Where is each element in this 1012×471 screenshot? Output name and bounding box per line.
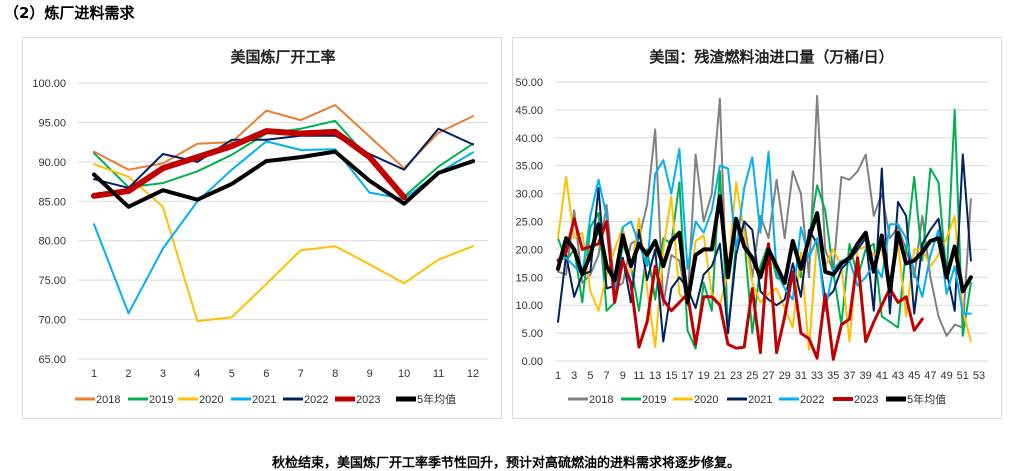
x-tick-label: 49 xyxy=(940,370,952,382)
legend-label: 2020 xyxy=(199,394,223,406)
x-tick-label: 2 xyxy=(125,368,131,380)
x-tick-label: 31 xyxy=(795,370,807,382)
x-tick-label: 3 xyxy=(160,368,166,380)
fuel-oil-import-chart: 美国：残渣燃料油进口量（万桶/日） 0.00 5.00 10.00 15.00 20.00… xyxy=(512,37,1002,419)
series-line-2023 xyxy=(91,128,408,201)
y-tick-label: 50.00 xyxy=(515,77,543,89)
x-tick-label: 47 xyxy=(924,370,936,382)
y-tick-label: 95.00 xyxy=(38,117,66,129)
legend-label: 2023 xyxy=(854,394,878,406)
x-tick-label: 51 xyxy=(957,370,969,382)
legend-label: 2023 xyxy=(356,394,380,406)
x-tick-label: 37 xyxy=(843,370,855,382)
x-tick-label: 9 xyxy=(620,370,626,382)
series-line-2023 xyxy=(556,217,924,361)
x-tick-label: 11 xyxy=(433,368,444,380)
legend-label: 2018 xyxy=(96,394,120,406)
footer-note: 秋检结束，美国炼厂开工率季节性回升，预计对高硫燃油的进料需求将逐步修复。 xyxy=(271,456,740,471)
legend-label: 2021 xyxy=(252,394,276,406)
x-tick-label: 33 xyxy=(811,370,823,382)
x-tick-label: 45 xyxy=(908,370,920,382)
x-tick-label: 7 xyxy=(604,370,610,382)
y-tick-label: 80.00 xyxy=(38,236,66,248)
x-tick-label: 29 xyxy=(779,370,791,382)
x-tick-label: 7 xyxy=(298,368,304,380)
y-tick-label: 30.00 xyxy=(515,189,543,201)
x-tick-label: 17 xyxy=(681,370,693,382)
legend-label: 2018 xyxy=(589,394,613,406)
x-tick-label: 1 xyxy=(91,368,97,380)
x-tick-label: 27 xyxy=(762,370,774,382)
chart-title: 美国炼厂开工率 xyxy=(230,48,335,66)
y-tick-label: 85.00 xyxy=(38,196,66,208)
y-tick-label: 90.00 xyxy=(38,157,66,169)
y-tick-label: 20.00 xyxy=(515,244,543,256)
chart-svg: 美国炼厂开工率 65.00 70.00 75.00 80.00 85.00 90.00 95.… xyxy=(32,48,488,406)
legend-label: 5年均值 xyxy=(907,392,946,406)
legend-label: 2019 xyxy=(642,394,666,406)
series-line-2021 xyxy=(93,140,474,315)
x-tick-label: 19 xyxy=(698,370,710,382)
x-tick-label: 12 xyxy=(467,368,479,380)
x-tick-label: 25 xyxy=(746,370,758,382)
x-tick-label: 5 xyxy=(229,368,235,380)
series-line-2022 xyxy=(557,148,972,315)
x-tick-label: 39 xyxy=(860,370,872,382)
y-tick-label: 70.00 xyxy=(38,315,66,327)
x-tick-label: 41 xyxy=(876,370,888,382)
y-tick-label: 25.00 xyxy=(515,217,543,229)
series-line-2020 xyxy=(93,163,474,323)
legend-label: 2022 xyxy=(800,394,824,406)
y-tick-label: 0.00 xyxy=(522,356,543,368)
x-tick-label: 53 xyxy=(973,370,985,382)
series-line-2018 xyxy=(557,94,972,337)
x-tick-label: 8 xyxy=(332,368,338,380)
y-tick-label: 65.00 xyxy=(38,354,66,366)
refinery-utilization-chart: 美国炼厂开工率 65.00 70.00 75.00 80.00 85.00 90.00 95.… xyxy=(22,37,502,419)
y-tick-label: 35.00 xyxy=(515,161,543,173)
x-tick-label: 13 xyxy=(649,370,661,382)
legend-label: 2020 xyxy=(694,394,718,406)
x-tick-label: 10 xyxy=(398,368,410,380)
section-title: （2）炼厂进料需求 xyxy=(4,4,135,22)
y-tick-label: 100.00 xyxy=(32,78,66,90)
legend-label: 5年均值 xyxy=(417,392,456,406)
y-tick-label: 5.00 xyxy=(522,328,543,340)
chart-svg: 美国：残渣燃料油进口量（万桶/日） 0.00 5.00 10.00 15.00 20.00… xyxy=(515,48,988,406)
legend-label: 2022 xyxy=(304,394,328,406)
series-line-2022 xyxy=(93,127,474,189)
legend-label: 2021 xyxy=(748,394,772,406)
y-tick-label: 75.00 xyxy=(38,275,66,287)
x-tick-label: 9 xyxy=(367,368,373,380)
y-tick-label: 45.00 xyxy=(515,105,543,117)
x-tick-label: 1 xyxy=(555,370,561,382)
chart-title: 美国：残渣燃料油进口量（万桶/日） xyxy=(649,48,893,66)
series-line-5年均值 xyxy=(92,149,475,209)
x-tick-label: 4 xyxy=(194,368,200,380)
x-tick-label: 43 xyxy=(892,370,904,382)
x-tick-label: 23 xyxy=(730,370,742,382)
x-tick-label: 3 xyxy=(571,370,577,382)
x-tick-label: 21 xyxy=(714,370,726,382)
x-tick-label: 11 xyxy=(633,370,644,382)
y-tick-label: 40.00 xyxy=(515,133,543,145)
x-tick-label: 5 xyxy=(587,370,593,382)
series-line-5年均值 xyxy=(556,194,973,305)
x-tick-label: 35 xyxy=(827,370,839,382)
x-tick-label: 15 xyxy=(665,370,677,382)
legend-label: 2019 xyxy=(149,394,173,406)
y-tick-label: 15.00 xyxy=(515,272,543,284)
x-tick-label: 6 xyxy=(263,368,269,380)
y-tick-label: 10.00 xyxy=(515,300,543,312)
